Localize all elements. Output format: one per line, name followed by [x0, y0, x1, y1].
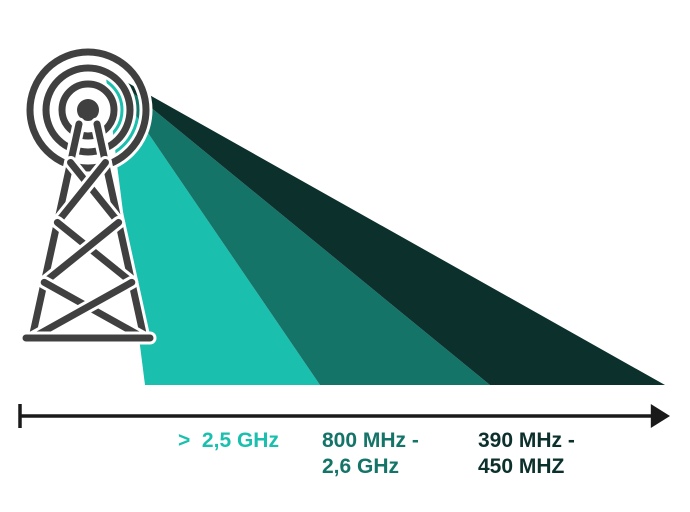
beams-group	[105, 70, 665, 385]
frequency-range-diagram: > 2,5 GHz800 MHz - 2,6 GHz390 MHz - 450 …	[0, 0, 690, 512]
diagram-svg	[0, 0, 690, 512]
range-axis	[20, 404, 670, 428]
